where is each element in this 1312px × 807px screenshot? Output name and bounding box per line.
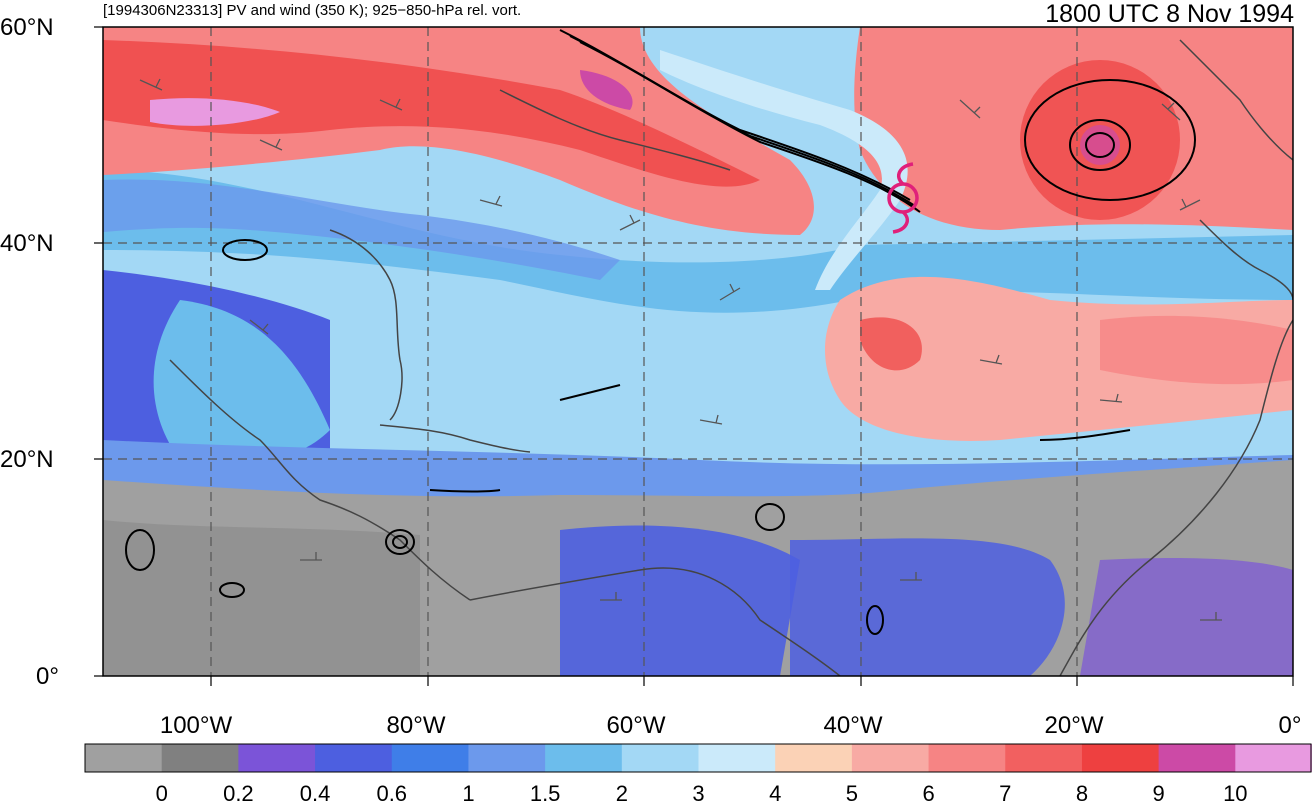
colorbar-label: 0 [155,781,168,806]
pv-tongue-east [1100,315,1293,385]
colorbar-label: 0.2 [223,781,254,806]
lat-label-40n: 40°N [0,230,54,257]
colorbar-swatch [1005,744,1083,772]
lon-label-100w: 100°W [159,712,233,739]
colorbar-label: 2 [615,781,628,806]
lon-label-60w: 60°W [606,712,666,739]
colorbar-swatch [238,744,316,772]
colorbar-label: 0.4 [299,781,331,806]
colorbar-swatch [1158,744,1236,772]
vorticity-contours [125,29,1196,635]
map-title-left: [1994306N23313] PV and wind (350 K); 925… [103,2,522,19]
colorbar-swatch [468,744,546,772]
pv-high-nw-core [103,40,760,187]
graticule [103,27,1293,676]
colorbar-swatch [85,744,163,772]
colorbar-swatch [1081,744,1160,772]
colorbar-swatch [315,744,393,772]
colorbar-swatch [775,744,853,772]
pv-peak-a [150,98,280,126]
colorbar-label: 6 [922,781,935,806]
colorbar-swatch [621,744,699,772]
colorbar-label: 0.6 [376,781,408,806]
lat-label-0: 0° [36,663,59,690]
colorbar-label: 3 [692,781,705,806]
map-frame [102,26,1294,677]
lon-label-80w: 80°W [386,712,446,739]
colorbar-swatch [1235,744,1312,772]
lon-label-0: 0° [1278,712,1302,739]
colorbar-frame [84,743,1312,773]
colorbar-swatch [161,744,239,772]
pv-band-a [103,179,620,280]
pv-peak-b [580,70,633,110]
colorbar-label: 5 [845,781,858,806]
colorbar-swatch [391,744,469,772]
colorbar-label: 1 [462,781,475,806]
colorbar-label: 8 [1075,781,1089,806]
lat-label-20n: 20°N [0,446,54,473]
pv-band-gulf-inner [153,300,330,464]
lon-label-40w: 40°W [823,712,883,739]
colorbar-label: 9 [1152,781,1165,806]
colorbar [84,743,1312,773]
pv-low-west [103,520,420,676]
lat-label-60n: 60°N [0,14,54,41]
axis-ticks [94,26,1294,686]
colorbar-label: 10 [1223,781,1248,806]
colorbar-label: 1.5 [529,781,561,806]
colorbar-swatch [698,744,776,772]
tropical-cyclone-symbol [887,162,919,234]
colorbar-swatch [851,744,930,772]
colorbar-label: 4 [769,781,782,806]
wind-barbs [139,78,1222,621]
pv-band-eatl [790,538,1065,676]
colorbar-label: 7 [999,781,1012,806]
colorbar-swatch [545,744,623,772]
pv-peak-c [1080,125,1120,165]
coastlines [169,39,1293,676]
pv-band-mid [103,170,1293,313]
pv-tongue-core [860,317,922,371]
lon-label-20w: 20°W [1044,712,1104,739]
pv-band-atl [560,525,800,676]
map-title-right: 1800 UTC 8 Nov 1994 [1045,0,1294,28]
pv-band-africa [1080,558,1293,676]
colorbar-swatch [928,744,1006,772]
pv-streak [660,50,908,290]
pv-field [103,27,1293,676]
